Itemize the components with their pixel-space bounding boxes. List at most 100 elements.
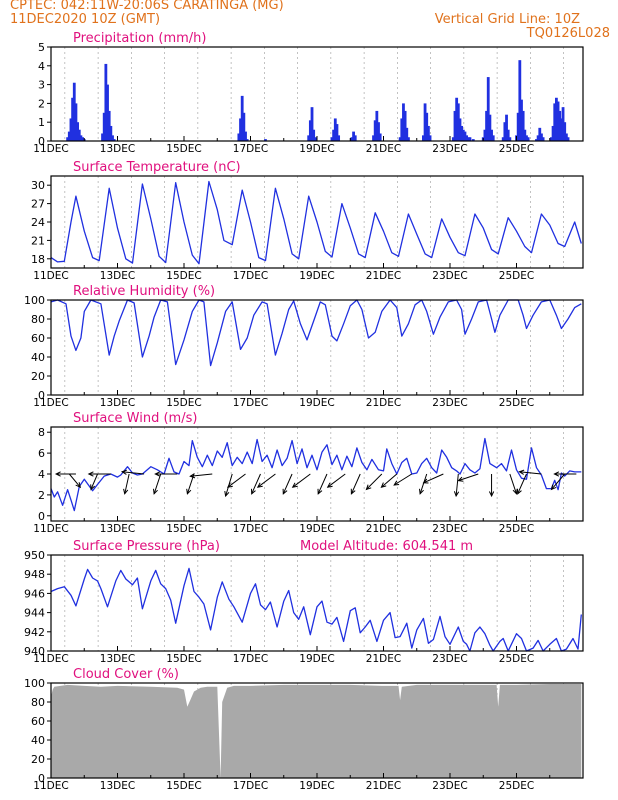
precip-bar <box>264 139 267 141</box>
y-tick-label: 40 <box>31 734 45 747</box>
model-altitude-label: Model Altitude: 604.541 m <box>300 539 473 554</box>
wind-vector-head <box>393 480 400 486</box>
x-tick-label: 25DEC <box>499 270 534 282</box>
wind-vector-head <box>256 482 263 488</box>
wind-vector <box>350 473 361 495</box>
precip-bar <box>71 97 75 141</box>
wind-vector-head <box>251 488 256 495</box>
x-tick-label: 11DEC <box>33 270 68 282</box>
wind-vector <box>517 473 527 495</box>
y-tick-label: 30 <box>31 179 45 192</box>
station-header: CPTEC: 042:11W-20:06S CARATINGA (MG) <box>10 0 284 13</box>
precip-bar <box>503 122 507 141</box>
precip-bar <box>550 137 553 141</box>
wind-vector-head <box>282 488 288 495</box>
precip-bar <box>490 129 493 141</box>
y-tick-label: 4 <box>38 60 45 73</box>
x-tick-label: 23DEC <box>432 523 467 535</box>
x-tick-label: 13DEC <box>100 270 135 282</box>
y-tick-label: 3 <box>38 79 45 92</box>
precip-bar <box>525 135 528 141</box>
wind-frame <box>50 426 584 522</box>
wind-vector-head <box>224 491 230 498</box>
precip-bar <box>521 110 525 141</box>
pressure-title: Surface Pressure (hPa) <box>73 539 220 554</box>
y-tick-label: 40 <box>31 351 45 364</box>
x-tick-label: 17DEC <box>233 270 268 282</box>
temp-line <box>50 180 582 265</box>
rh-title: Relative Humidity (%) <box>73 284 215 299</box>
precip-bar <box>402 103 405 141</box>
precip-bar <box>244 131 247 141</box>
precip-bar <box>407 137 410 141</box>
x-tick-label: 21DEC <box>366 397 401 409</box>
precip-bar <box>375 110 379 141</box>
y-tick-label: 100 <box>24 294 45 307</box>
y-tick-label: 946 <box>24 587 45 600</box>
precip-bar <box>541 137 545 141</box>
precip-bar <box>242 112 246 141</box>
precip-bar <box>506 129 510 141</box>
precip-bar <box>372 135 375 141</box>
precip-bar <box>564 133 568 141</box>
precip-bar <box>101 133 104 141</box>
wind-vector <box>68 473 81 488</box>
x-tick-label: 17DEC <box>233 653 268 665</box>
x-tick-label: 25DEC <box>499 143 534 155</box>
precip-bar <box>104 63 108 141</box>
precip-bar <box>428 135 432 141</box>
wind-vector <box>458 473 479 482</box>
precip-bar <box>566 137 570 141</box>
precip-bar <box>66 137 70 141</box>
x-tick-label: 23DEC <box>432 397 467 409</box>
wind-vector <box>455 473 459 497</box>
wind-vector-head <box>365 484 372 491</box>
wind-vector-head <box>326 482 333 488</box>
wind-panel <box>47 426 584 522</box>
precip-bar <box>458 118 462 141</box>
wind-vector <box>393 473 413 486</box>
x-tick-label: 23DEC <box>432 653 467 665</box>
precip-bar <box>555 97 558 141</box>
y-tick-label: 18 <box>31 253 45 266</box>
x-tick-label: 21DEC <box>366 653 401 665</box>
x-tick-label: 19DEC <box>299 780 334 792</box>
cloud-panel <box>47 682 584 779</box>
wind-vector-head <box>90 484 96 491</box>
y-tick-label: 80 <box>31 313 45 326</box>
precip-bar <box>240 95 244 141</box>
precip-bar <box>352 131 355 141</box>
x-tick-label: 17DEC <box>233 780 268 792</box>
wind-vector <box>423 473 444 484</box>
x-tick-label: 13DEC <box>100 653 135 665</box>
wind-vector-head <box>189 473 196 479</box>
precip-bar <box>310 107 314 141</box>
precip-bar <box>111 135 114 141</box>
precip-bar <box>377 122 380 141</box>
wind-vector-head <box>422 478 429 484</box>
precip-bar <box>461 129 465 141</box>
precip-bar <box>455 97 459 141</box>
y-tick-label: 20 <box>31 370 45 383</box>
precip-bar <box>308 120 312 141</box>
precip-bar <box>102 112 106 141</box>
precip-title: Precipitation (mm/h) <box>73 31 206 46</box>
precip-bar <box>456 103 460 141</box>
y-tick-label: 944 <box>24 607 45 620</box>
cloud-area <box>51 684 582 778</box>
precip-bar <box>465 135 469 141</box>
y-tick-label: 0 <box>38 772 45 785</box>
x-tick-label: 25DEC <box>499 653 534 665</box>
x-tick-label: 17DEC <box>233 523 268 535</box>
precip-bar <box>330 137 334 141</box>
y-tick-label: 100 <box>24 677 45 690</box>
precip-bar <box>426 125 430 141</box>
wind-vector-head <box>518 469 525 475</box>
precip-bar <box>398 137 402 141</box>
wind-vector-head <box>291 482 298 488</box>
precip-bar <box>335 124 339 141</box>
precip-bar <box>508 137 512 141</box>
x-tick-label: 21DEC <box>366 270 401 282</box>
precip-bar <box>463 131 467 141</box>
x-tick-label: 21DEC <box>366 780 401 792</box>
